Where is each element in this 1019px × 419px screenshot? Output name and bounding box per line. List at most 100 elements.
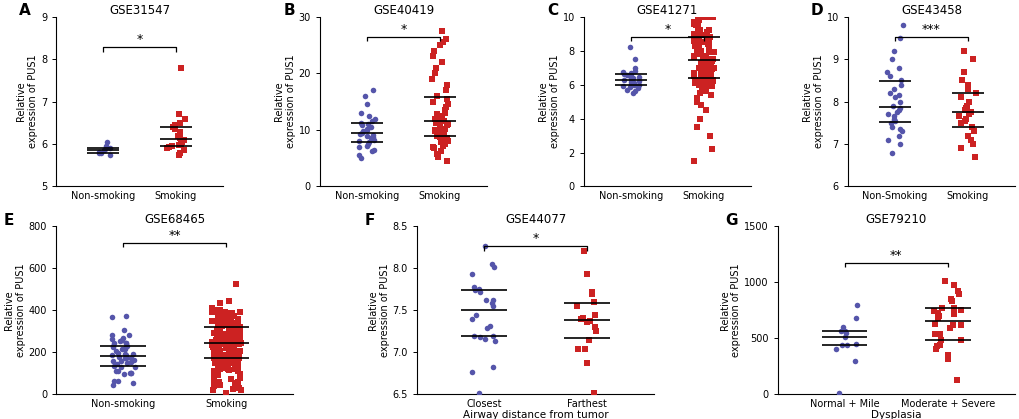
Point	[879, 137, 896, 143]
Point	[424, 53, 440, 59]
Point	[615, 71, 632, 78]
Point	[208, 336, 224, 343]
Point	[927, 345, 944, 352]
Point	[958, 103, 974, 109]
Text: **: **	[890, 249, 902, 262]
Point	[212, 307, 228, 313]
Text: **: **	[168, 229, 180, 242]
Point	[206, 330, 222, 337]
Point	[485, 333, 501, 339]
Point	[230, 352, 247, 358]
Point	[890, 132, 906, 139]
Point	[363, 124, 379, 130]
Point	[358, 125, 374, 132]
Point	[93, 150, 109, 157]
Point	[952, 321, 968, 328]
Point	[691, 115, 707, 122]
Point	[206, 372, 222, 378]
Point	[212, 308, 228, 315]
Point	[231, 331, 248, 337]
Point	[428, 150, 444, 157]
Point	[848, 302, 864, 309]
Title: GSE44077: GSE44077	[504, 213, 566, 226]
Point	[574, 315, 590, 321]
Point	[106, 339, 122, 346]
Point	[175, 147, 192, 154]
Point	[697, 75, 713, 81]
Title: GSE41271: GSE41271	[636, 4, 697, 17]
Point	[626, 64, 642, 71]
Point	[702, 91, 718, 98]
Point	[212, 340, 228, 347]
Point	[702, 73, 718, 80]
Y-axis label: Relative
expression of PUS1: Relative expression of PUS1	[368, 263, 389, 357]
Point	[229, 337, 246, 344]
Point	[122, 359, 139, 366]
Point	[470, 285, 486, 292]
Point	[112, 338, 128, 344]
Point	[105, 382, 121, 388]
Point	[206, 369, 222, 375]
Point	[211, 313, 227, 320]
Point	[487, 337, 503, 344]
Point	[586, 323, 602, 330]
Point	[697, 107, 713, 114]
Point	[888, 109, 904, 116]
Y-axis label: Relative
expression of PUS1: Relative expression of PUS1	[16, 55, 38, 148]
Point	[685, 73, 701, 80]
Point	[101, 151, 117, 158]
Point	[121, 370, 138, 376]
Point	[104, 313, 120, 320]
Text: *: *	[532, 232, 538, 245]
Point	[435, 118, 451, 125]
Point	[208, 353, 224, 360]
Point	[215, 313, 231, 320]
Point	[832, 328, 848, 334]
Point	[231, 347, 248, 354]
Point	[702, 78, 718, 85]
Point	[230, 349, 247, 355]
Point	[891, 35, 907, 41]
Point	[703, 83, 719, 90]
Point	[701, 68, 717, 75]
Point	[222, 317, 238, 324]
Point	[956, 117, 972, 124]
Point	[209, 362, 225, 369]
Point	[112, 364, 128, 371]
Point	[631, 82, 647, 89]
Point	[171, 119, 187, 126]
Point	[928, 310, 945, 316]
Point	[439, 138, 455, 145]
Point	[212, 366, 228, 373]
Point	[226, 355, 243, 362]
Point	[614, 83, 631, 90]
Point	[689, 13, 705, 20]
Point	[364, 148, 380, 155]
Point	[431, 116, 447, 123]
Point	[838, 341, 854, 348]
Point	[477, 243, 493, 249]
Point	[466, 287, 482, 294]
Point	[690, 42, 706, 49]
Point	[884, 115, 901, 122]
Point	[965, 128, 981, 134]
Point	[175, 137, 192, 143]
Point	[694, 75, 710, 81]
Point	[438, 135, 454, 142]
Point	[218, 321, 234, 328]
Point	[116, 354, 132, 361]
Point	[704, 13, 720, 20]
Point	[479, 324, 495, 331]
Point	[689, 46, 705, 52]
Point	[698, 71, 714, 78]
Point	[228, 349, 245, 356]
Point	[880, 73, 897, 80]
Point	[118, 354, 135, 361]
Point	[221, 360, 237, 367]
Point	[230, 355, 247, 362]
Point	[209, 326, 225, 333]
Point	[423, 76, 439, 83]
Point	[212, 300, 228, 306]
Point	[689, 25, 705, 32]
Point	[432, 121, 448, 127]
